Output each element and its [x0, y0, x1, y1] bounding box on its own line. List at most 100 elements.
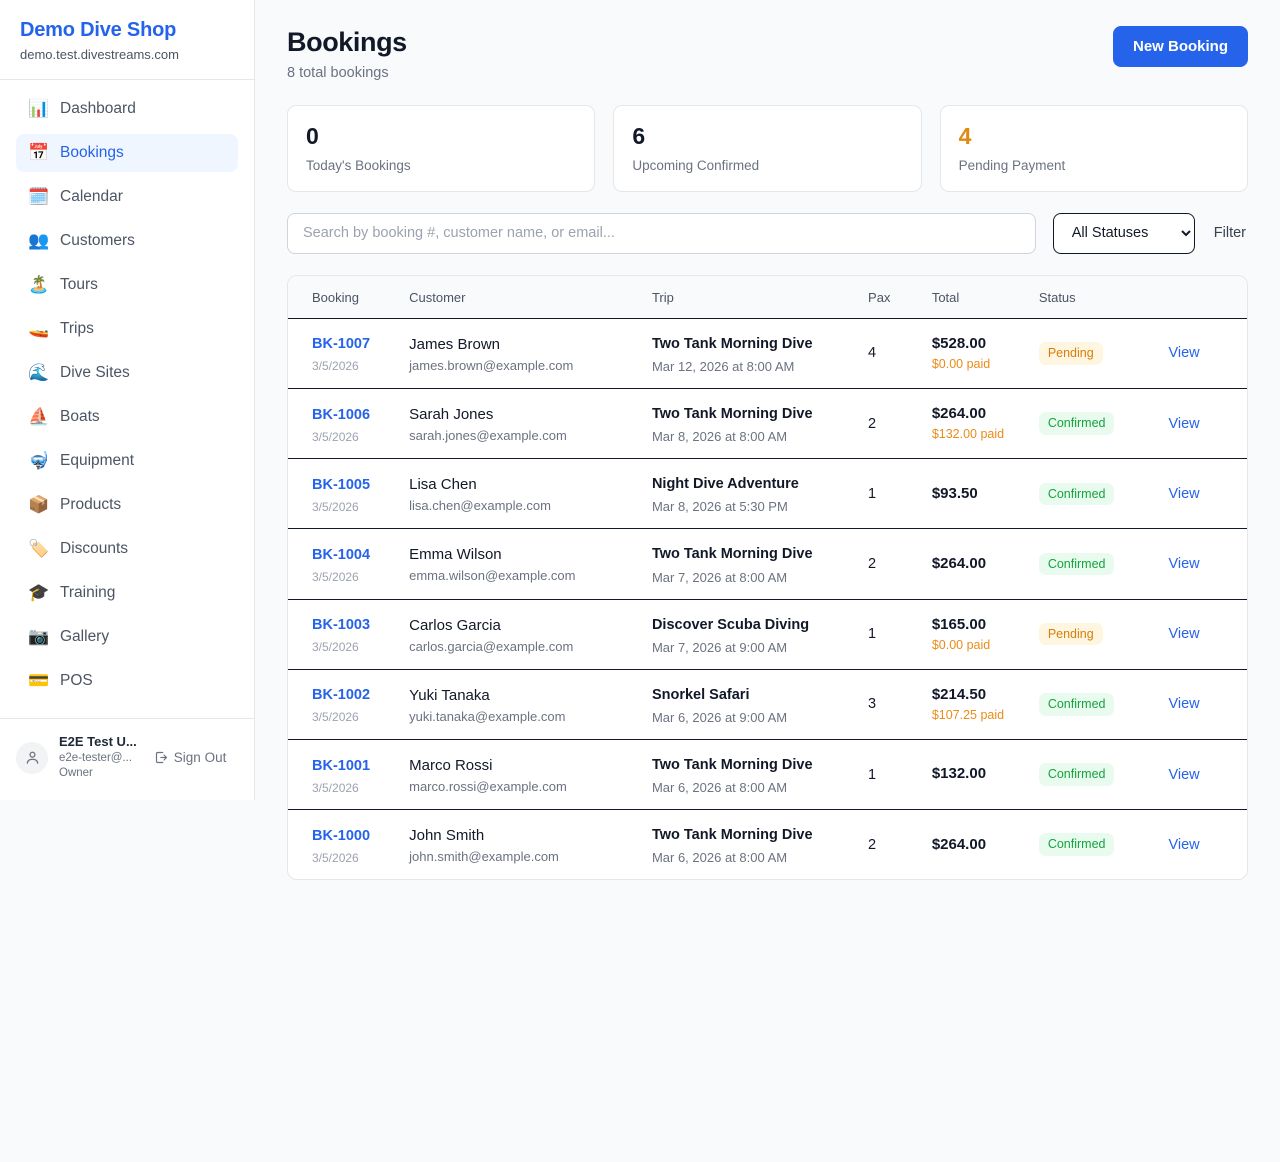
table-row: BK-1005 3/5/2026 Lisa Chen lisa.chen@exampl…	[288, 458, 1247, 530]
stat-value: 6	[632, 123, 646, 150]
sidebar-item-gallery[interactable]: 📷 Gallery	[16, 618, 238, 656]
cell-action: View	[1158, 669, 1247, 740]
sidebar-nav: 📊 Dashboard 📅 Bookings 🗓️ Calendar 👥 Customers 🏝…	[0, 80, 254, 719]
view-booking-link[interactable]: View	[1168, 626, 1200, 643]
boats-icon: ⛵	[28, 407, 50, 427]
sidebar-item-label: Customers	[60, 231, 135, 249]
status-badge: Confirmed	[1038, 552, 1115, 576]
pax-count: 2	[868, 555, 877, 572]
total-amount: $165.00	[931, 615, 987, 633]
new-booking-button[interactable]: New Booking	[1112, 26, 1248, 67]
sidebar-item-boats[interactable]: ⛵ Boats	[16, 398, 238, 436]
customer-email: john.smith@example.com	[409, 849, 559, 865]
sidebar-item-equipment[interactable]: 🤿 Equipment	[16, 442, 238, 480]
status-badge: Confirmed	[1038, 833, 1115, 856]
search-input[interactable]	[287, 212, 1036, 254]
stat-value: 0	[306, 123, 319, 150]
sidebar-item-bookings[interactable]: 📅 Bookings	[16, 133, 238, 172]
page-subtitle: 8 total bookings	[287, 65, 389, 82]
view-booking-link[interactable]: View	[1168, 485, 1200, 502]
sidebar-item-label: Trips	[60, 319, 94, 337]
user-profile: E2E Test U... e2e-tester@... Owner Sign …	[0, 718, 254, 800]
booking-id-link[interactable]: BK-1004	[312, 547, 371, 564]
cell-status: Confirmed	[1028, 669, 1159, 740]
cell-customer: Carlos Garcia carlos.garcia@example.com	[399, 599, 642, 670]
status-badge: Confirmed	[1038, 693, 1115, 716]
sidebar-item-products[interactable]: 📦 Products	[16, 486, 238, 524]
booking-id-link[interactable]: BK-1003	[312, 617, 371, 634]
sidebar-item-calendar[interactable]: 🗓️ Calendar	[16, 178, 238, 216]
cell-total: $165.00 $0.00 paid	[921, 599, 1029, 670]
cell-customer: Yuki Tanaka yuki.tanaka@example.com	[399, 669, 642, 740]
booking-id-link[interactable]: BK-1002	[312, 687, 371, 704]
cell-customer: Lisa Chen lisa.chen@example.com	[399, 458, 642, 530]
sidebar-item-dashboard[interactable]: 📊 Dashboard	[16, 90, 238, 128]
customer-name: Lisa Chen	[409, 476, 477, 494]
sidebar-item-label: Tours	[60, 275, 98, 293]
sidebar-item-customers[interactable]: 👥 Customers	[16, 222, 238, 260]
view-booking-link[interactable]: View	[1168, 345, 1200, 362]
cell-booking: BK-1003 3/5/2026	[288, 599, 400, 670]
sidebar: Demo Dive Shop demo.test.divestreams.com…	[0, 0, 255, 800]
view-booking-link[interactable]: View	[1168, 696, 1200, 713]
amount-paid: $107.25 paid	[931, 708, 1005, 723]
view-booking-link[interactable]: View	[1168, 836, 1200, 853]
booking-created-date: 3/5/2026	[312, 429, 359, 444]
status-filter-select[interactable]: All Statuses	[1052, 212, 1195, 254]
view-booking-link[interactable]: View	[1168, 555, 1200, 572]
pax-count: 1	[868, 766, 877, 783]
sign-out-icon	[154, 750, 169, 765]
sign-out-button[interactable]: Sign Out	[154, 750, 226, 765]
cell-action: View	[1158, 810, 1247, 880]
customer-email: sarah.jones@example.com	[409, 428, 567, 444]
amount-paid: $0.00 paid	[931, 637, 991, 652]
trip-name: Two Tank Morning Dive	[651, 406, 813, 423]
booking-created-date: 3/5/2026	[312, 710, 359, 725]
training-icon: 🎓	[28, 583, 50, 603]
booking-id-link[interactable]: BK-1000	[312, 827, 371, 844]
booking-created-date: 3/5/2026	[312, 780, 359, 795]
cell-pax: 4	[858, 318, 922, 390]
sidebar-item-tours[interactable]: 🏝️ Tours	[16, 266, 238, 304]
cell-action: View	[1158, 458, 1247, 530]
page-header: Bookings 8 total bookings New Booking	[287, 26, 1248, 81]
table-row: BK-1003 3/5/2026 Carlos Garcia carlos.garci…	[288, 599, 1247, 670]
column-header: Status	[1028, 275, 1159, 319]
status-badge: Confirmed	[1038, 763, 1115, 786]
pax-count: 3	[868, 696, 877, 713]
pax-count: 2	[868, 836, 877, 853]
booking-id-link[interactable]: BK-1001	[312, 757, 371, 774]
filter-button[interactable]: Filter	[1212, 221, 1248, 245]
view-booking-link[interactable]: View	[1168, 415, 1200, 432]
booking-id-link[interactable]: BK-1006	[312, 406, 371, 423]
cell-status: Pending	[1028, 318, 1159, 390]
sidebar-item-training[interactable]: 🎓 Training	[16, 574, 238, 612]
cell-pax: 2	[858, 388, 922, 460]
trip-datetime: Mar 12, 2026 at 8:00 AM	[651, 359, 795, 375]
brand-subdomain: demo.test.divestreams.com	[20, 47, 179, 62]
customer-name: Emma Wilson	[409, 546, 502, 564]
trips-icon: 🚤	[28, 319, 50, 339]
tours-icon: 🏝️	[28, 275, 50, 295]
cell-action: View	[1158, 318, 1247, 390]
sidebar-item-pos[interactable]: 💳 POS	[16, 662, 238, 700]
cell-total: $264.00	[921, 528, 1029, 600]
cell-status: Confirmed	[1028, 458, 1159, 530]
trip-datetime: Mar 7, 2026 at 8:00 AM	[651, 569, 788, 585]
cell-trip: Night Dive Adventure Mar 8, 2026 at 5:30 …	[641, 458, 859, 530]
customer-email: yuki.tanaka@example.com	[409, 708, 566, 724]
amount-paid: $0.00 paid	[931, 357, 991, 372]
stat-cards: 0 Today's Bookings 6 Upcoming Confirmed 4 Pen…	[287, 105, 1248, 192]
booking-id-link[interactable]: BK-1007	[312, 336, 371, 353]
sidebar-item-label: Training	[60, 583, 116, 601]
cell-booking: BK-1002 3/5/2026	[288, 669, 400, 740]
cell-status: Confirmed	[1028, 528, 1159, 600]
cell-status: Confirmed	[1028, 739, 1159, 811]
sidebar-item-trips[interactable]: 🚤 Trips	[16, 310, 238, 348]
view-booking-link[interactable]: View	[1168, 766, 1200, 783]
sidebar-item-dive-sites[interactable]: 🌊 Dive Sites	[16, 354, 238, 392]
booking-created-date: 3/5/2026	[312, 850, 359, 865]
sidebar-item-discounts[interactable]: 🏷️ Discounts	[16, 530, 238, 568]
filter-bar: All Statuses Filter	[287, 212, 1248, 254]
booking-id-link[interactable]: BK-1005	[312, 476, 371, 493]
